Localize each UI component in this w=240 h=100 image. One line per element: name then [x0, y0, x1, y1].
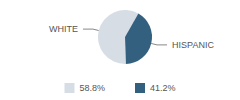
svg-text:WHITE: WHITE [49, 24, 78, 34]
svg-text:HISPANIC: HISPANIC [172, 40, 214, 50]
svg-text:41.2%: 41.2% [150, 83, 176, 93]
svg-text:58.8%: 58.8% [79, 83, 105, 93]
